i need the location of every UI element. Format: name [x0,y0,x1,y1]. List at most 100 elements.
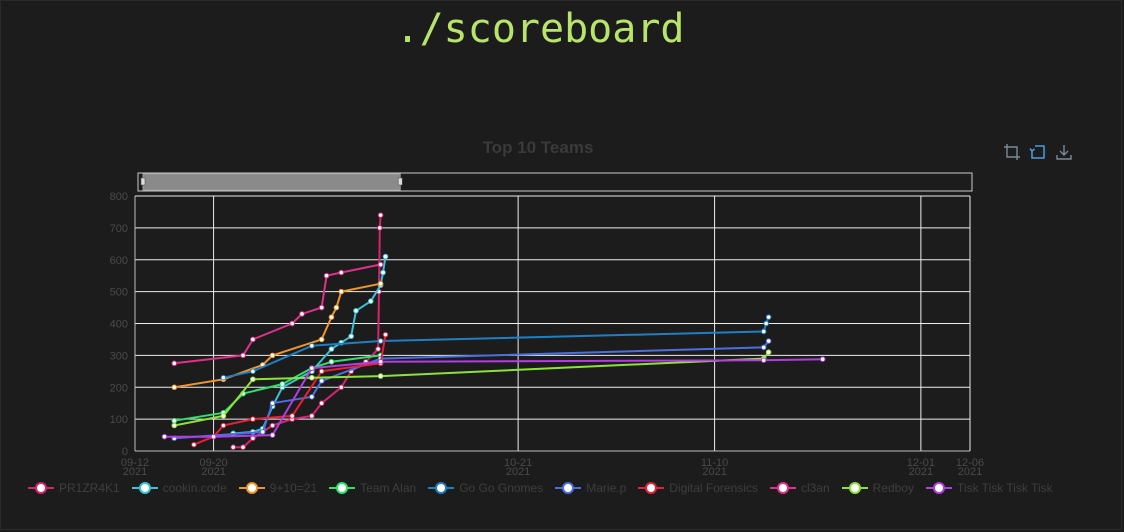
data-point [765,349,772,355]
data-point [760,328,767,335]
legend-item[interactable]: cookin.code [131,481,227,495]
data-point [318,336,325,343]
data-point [289,320,295,327]
y-tick-label: 400 [110,319,128,331]
data-point [309,343,315,349]
data-point [318,400,325,406]
legend-label: Digital Forensics [669,481,758,495]
series-line [174,340,770,440]
legend-item[interactable]: Marie.p [555,481,626,495]
legend-item[interactable]: Digital Forensics [638,481,758,495]
y-tick-label: 800 [110,191,128,203]
data-point [328,346,335,352]
legend-label: cl3an [800,481,830,495]
x-tick-label: 2021 [123,466,147,478]
data-point [328,358,335,365]
legend-marker [329,482,356,494]
data-point [171,384,178,391]
x-tick-label: 2021 [909,466,933,478]
data-point [269,422,276,429]
x-tick-label: 12-06 [956,457,984,469]
data-point [318,368,325,375]
series-line [233,215,382,449]
data-point [377,358,384,365]
data-point [220,422,227,429]
data-point [279,381,286,387]
legend-marker [428,482,455,494]
legend-item[interactable]: Go Go Gnomes [428,481,543,495]
range-selector-track [137,172,973,192]
data-point [377,261,384,268]
x-tick-label: 10-21 [504,457,532,469]
y-tick-label: 500 [110,287,128,299]
data-point [191,441,197,448]
legend-label: cookin.code [162,481,227,495]
y-tick-label: 100 [110,414,128,426]
x-tick-label: 2021 [958,466,982,478]
data-point [220,374,227,381]
data-point [338,269,345,276]
data-point [760,344,767,351]
data-point [377,373,384,379]
x-tick-label: 2021 [201,466,225,478]
series-9 [161,356,826,440]
data-point [309,394,315,400]
chart-title: Top 10 Teams [482,138,594,157]
download-icon[interactable] [1055,143,1073,161]
crop-zoom-icon[interactable] [1003,143,1021,161]
data-point [240,352,246,359]
range-selector-window [142,173,401,191]
legend-item[interactable]: Redboy [841,481,914,495]
legend-label: Marie.p [586,481,627,495]
data-point [760,357,767,363]
legend-item[interactable]: Tisk Tisk Tisk Tisk [926,481,1053,495]
data-point [323,272,330,279]
data-point [318,378,325,384]
data-point [382,253,389,260]
x-tick-label: 11-10 [701,457,728,469]
data-point [220,413,227,419]
legend-marker [238,482,265,494]
data-point [210,433,217,440]
data-point [289,413,295,419]
y-tick-label: 0 [122,446,128,458]
legend-item[interactable]: 9+10=21 [238,481,318,495]
zoom-reset-icon[interactable] [1029,143,1047,161]
legend-marker [926,482,953,494]
data-point [380,269,386,276]
data-point [375,346,381,352]
data-point [250,416,256,422]
data-point [309,374,315,381]
legend-item[interactable]: PR1ZR4K1 [28,481,120,495]
data-point [250,368,256,375]
legend-item[interactable]: Team Alan [329,481,416,495]
data-point [269,432,276,438]
data-point [269,400,276,406]
data-point [250,376,256,383]
legend-marker [555,482,582,494]
chart-legend: PR1ZR4K1 cookin.code 9+10=21 Team Alan Go Go… [28,481,1065,495]
data-point [240,444,246,450]
data-point [333,304,340,311]
legend-marker [638,482,665,494]
data-point [269,352,276,359]
data-point [171,422,178,429]
data-point [376,225,383,231]
legend-label: Tisk Tisk Tisk Tisk [957,481,1053,495]
range-selector-handle[interactable] [140,177,146,186]
x-tick-label: 2021 [506,466,530,478]
data-point [309,365,315,371]
data-point [763,320,769,327]
legend-label: 9+10=21 [269,481,318,495]
range-selector-handle[interactable] [397,177,403,186]
site-title: ./scoreboard [395,6,685,52]
legend-item[interactable]: cl3an [769,481,830,495]
data-point [377,280,384,287]
legend-label: Team Alan [360,481,417,495]
data-point [765,338,772,344]
x-tick-label: 09-12 [121,457,149,469]
data-point [250,336,256,343]
series-0 [230,212,384,450]
